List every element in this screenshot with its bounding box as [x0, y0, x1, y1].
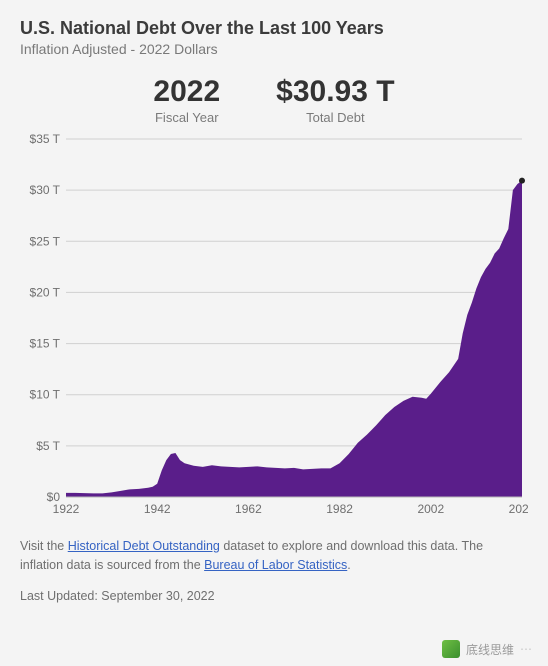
- stat-year-label: Fiscal Year: [153, 110, 220, 125]
- caption-prefix: Visit the: [20, 539, 68, 553]
- svg-text:$5 T: $5 T: [36, 439, 60, 453]
- link-historical-debt[interactable]: Historical Debt Outstanding: [68, 539, 220, 553]
- svg-text:$10 T: $10 T: [30, 388, 61, 402]
- link-bls[interactable]: Bureau of Labor Statistics: [204, 558, 347, 572]
- svg-text:$35 T: $35 T: [30, 132, 61, 146]
- caption-suffix: .: [347, 558, 350, 572]
- stat-total-debt: $30.93 T Total Debt: [276, 75, 394, 125]
- svg-text:1982: 1982: [326, 502, 353, 516]
- watermark-text: 底线思维: [466, 641, 514, 658]
- stat-year-value: 2022: [153, 75, 220, 108]
- svg-text:2002: 2002: [417, 502, 444, 516]
- chart-panel: U.S. National Debt Over the Last 100 Yea…: [0, 0, 548, 603]
- svg-text:1962: 1962: [235, 502, 262, 516]
- svg-text:1942: 1942: [144, 502, 171, 516]
- summary-stats: 2022 Fiscal Year $30.93 T Total Debt: [20, 75, 528, 125]
- page-subtitle: Inflation Adjusted - 2022 Dollars: [20, 41, 528, 57]
- stat-fiscal-year: 2022 Fiscal Year: [153, 75, 220, 125]
- svg-text:$25 T: $25 T: [30, 234, 61, 248]
- chart-area: $0$5 T$10 T$15 T$20 T$25 T$30 T$35 T1922…: [20, 131, 528, 521]
- svg-text:$20 T: $20 T: [30, 285, 61, 299]
- stat-debt-value: $30.93 T: [276, 75, 394, 108]
- watermark: 底线思维 ⋯: [438, 638, 538, 660]
- watermark-dots-icon: ⋯: [520, 642, 534, 656]
- debt-area-chart: $0$5 T$10 T$15 T$20 T$25 T$30 T$35 T1922…: [20, 131, 528, 521]
- svg-text:$15 T: $15 T: [30, 337, 61, 351]
- svg-text:$30 T: $30 T: [30, 183, 61, 197]
- stat-debt-label: Total Debt: [276, 110, 394, 125]
- last-updated: Last Updated: September 30, 2022: [20, 589, 528, 603]
- watermark-logo-icon: [442, 640, 460, 658]
- svg-text:2022: 2022: [509, 502, 528, 516]
- page-title: U.S. National Debt Over the Last 100 Yea…: [20, 18, 528, 39]
- svg-text:1922: 1922: [53, 502, 80, 516]
- caption-text: Visit the Historical Debt Outstanding da…: [20, 537, 528, 575]
